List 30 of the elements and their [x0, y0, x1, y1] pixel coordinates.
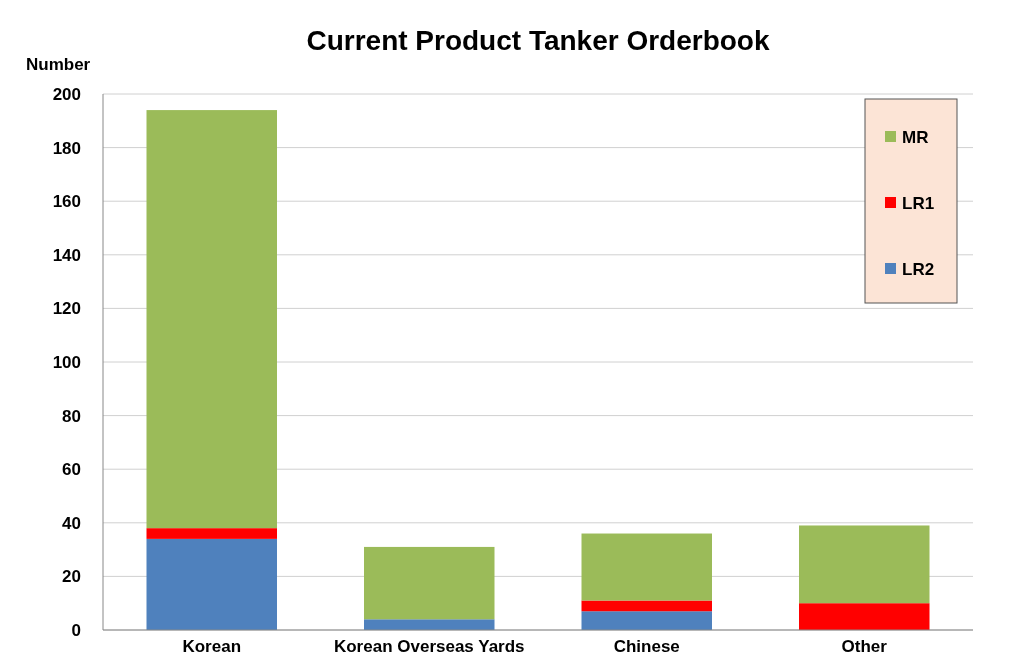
y-axis-title: Number	[26, 55, 91, 74]
legend-label: LR1	[902, 194, 935, 213]
y-tick-label: 100	[52, 353, 81, 372]
x-tick-label: Korean	[182, 637, 242, 656]
y-tick-label: 40	[62, 513, 81, 533]
bar	[146, 538, 277, 630]
x-tick-label: Chinese	[613, 637, 680, 656]
legend-label: MR	[902, 128, 929, 147]
bar	[581, 533, 712, 601]
y-tick-label: 20	[62, 567, 81, 587]
y-tick-label: 200	[52, 85, 81, 104]
chart-title: Current Product Tanker Orderbook	[306, 25, 770, 56]
x-tick-label: Korean Overseas Yards	[333, 637, 525, 656]
bar	[146, 110, 277, 529]
x-tick-label: Other	[841, 637, 888, 656]
bar	[146, 528, 277, 539]
y-tick-label: 80	[62, 406, 81, 426]
y-tick-label: 60	[62, 460, 81, 480]
bar	[364, 619, 495, 630]
bar	[581, 600, 712, 612]
y-tick-label: 140	[52, 245, 81, 265]
bar	[364, 546, 495, 620]
bar	[581, 611, 712, 630]
bar	[799, 525, 930, 604]
y-tick-label: 120	[52, 299, 81, 319]
y-tick-label: 180	[52, 138, 81, 158]
bar	[799, 603, 930, 630]
y-tick-label: 0	[71, 621, 81, 640]
legend-label: LR2	[902, 260, 935, 279]
y-tick-label: 160	[52, 192, 81, 212]
